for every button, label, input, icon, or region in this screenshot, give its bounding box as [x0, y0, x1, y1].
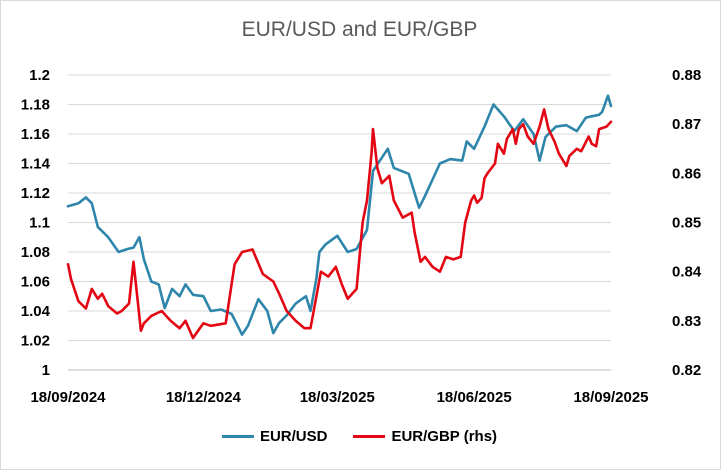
legend-item-eurgbp: EUR/GBP (rhs)	[353, 428, 497, 445]
y-right-tick-labels: 0.82 0.83 0.84 0.85 0.86 0.87 0.88	[672, 67, 702, 379]
x-tick-label: 18/09/2024	[30, 389, 106, 406]
y-right-tick-label: 0.82	[672, 362, 701, 379]
legend-swatch-eurusd	[221, 435, 254, 438]
y-left-tick-label: 1.2	[29, 67, 50, 84]
y-left-tick-label: 1.06	[21, 274, 50, 291]
y-left-tick-labels: 1 1.02 1.04 1.06 1.08 1.1 1.12 1.14 1.16 1.18 1.2	[21, 67, 51, 379]
x-tick-labels: 18/09/2024 18/12/2024 18/03/2025 18/06/2025…	[30, 389, 648, 406]
x-tick-label: 18/06/2025	[437, 389, 512, 406]
series-line-eurusd	[66, 94, 613, 336]
y-right-tick-label: 0.83	[672, 313, 701, 330]
y-left-tick-label: 1.1	[29, 215, 50, 232]
y-right-tick-label: 0.86	[672, 165, 701, 182]
y-left-tick-label: 1.16	[21, 126, 50, 143]
y-left-tick-label: 1	[42, 362, 50, 379]
legend-item-eurusd: EUR/USD	[221, 428, 328, 445]
y-right-tick-label: 0.84	[672, 264, 702, 281]
chart-title: EUR/USD and EUR/GBP	[241, 18, 478, 41]
x-tick-label: 18/09/2025	[573, 389, 648, 406]
legend-label-eurgbp: EUR/GBP (rhs)	[391, 428, 498, 445]
y-left-tick-label: 1.04	[21, 303, 51, 320]
y-left-tick-label: 1.18	[21, 97, 50, 114]
gridlines	[68, 74, 611, 371]
y-left-tick-label: 1.02	[21, 333, 50, 350]
legend-swatch-eurgbp	[353, 435, 386, 438]
x-tick-label: 18/12/2024	[166, 389, 242, 406]
y-left-tick-label: 1.14	[21, 156, 51, 173]
y-right-tick-label: 0.85	[672, 215, 701, 232]
y-left-tick-label: 1.08	[21, 244, 50, 261]
series-line-eurgbp	[66, 108, 613, 340]
y-right-tick-label: 0.88	[672, 67, 701, 84]
x-tick-label: 18/03/2025	[300, 389, 375, 406]
legend: EUR/USD EUR/GBP (rhs)	[0, 428, 719, 445]
legend-label-eurusd: EUR/USD	[259, 428, 328, 445]
y-left-tick-label: 1.12	[21, 185, 50, 202]
series-lines	[66, 94, 613, 340]
y-right-tick-label: 0.87	[672, 116, 701, 133]
